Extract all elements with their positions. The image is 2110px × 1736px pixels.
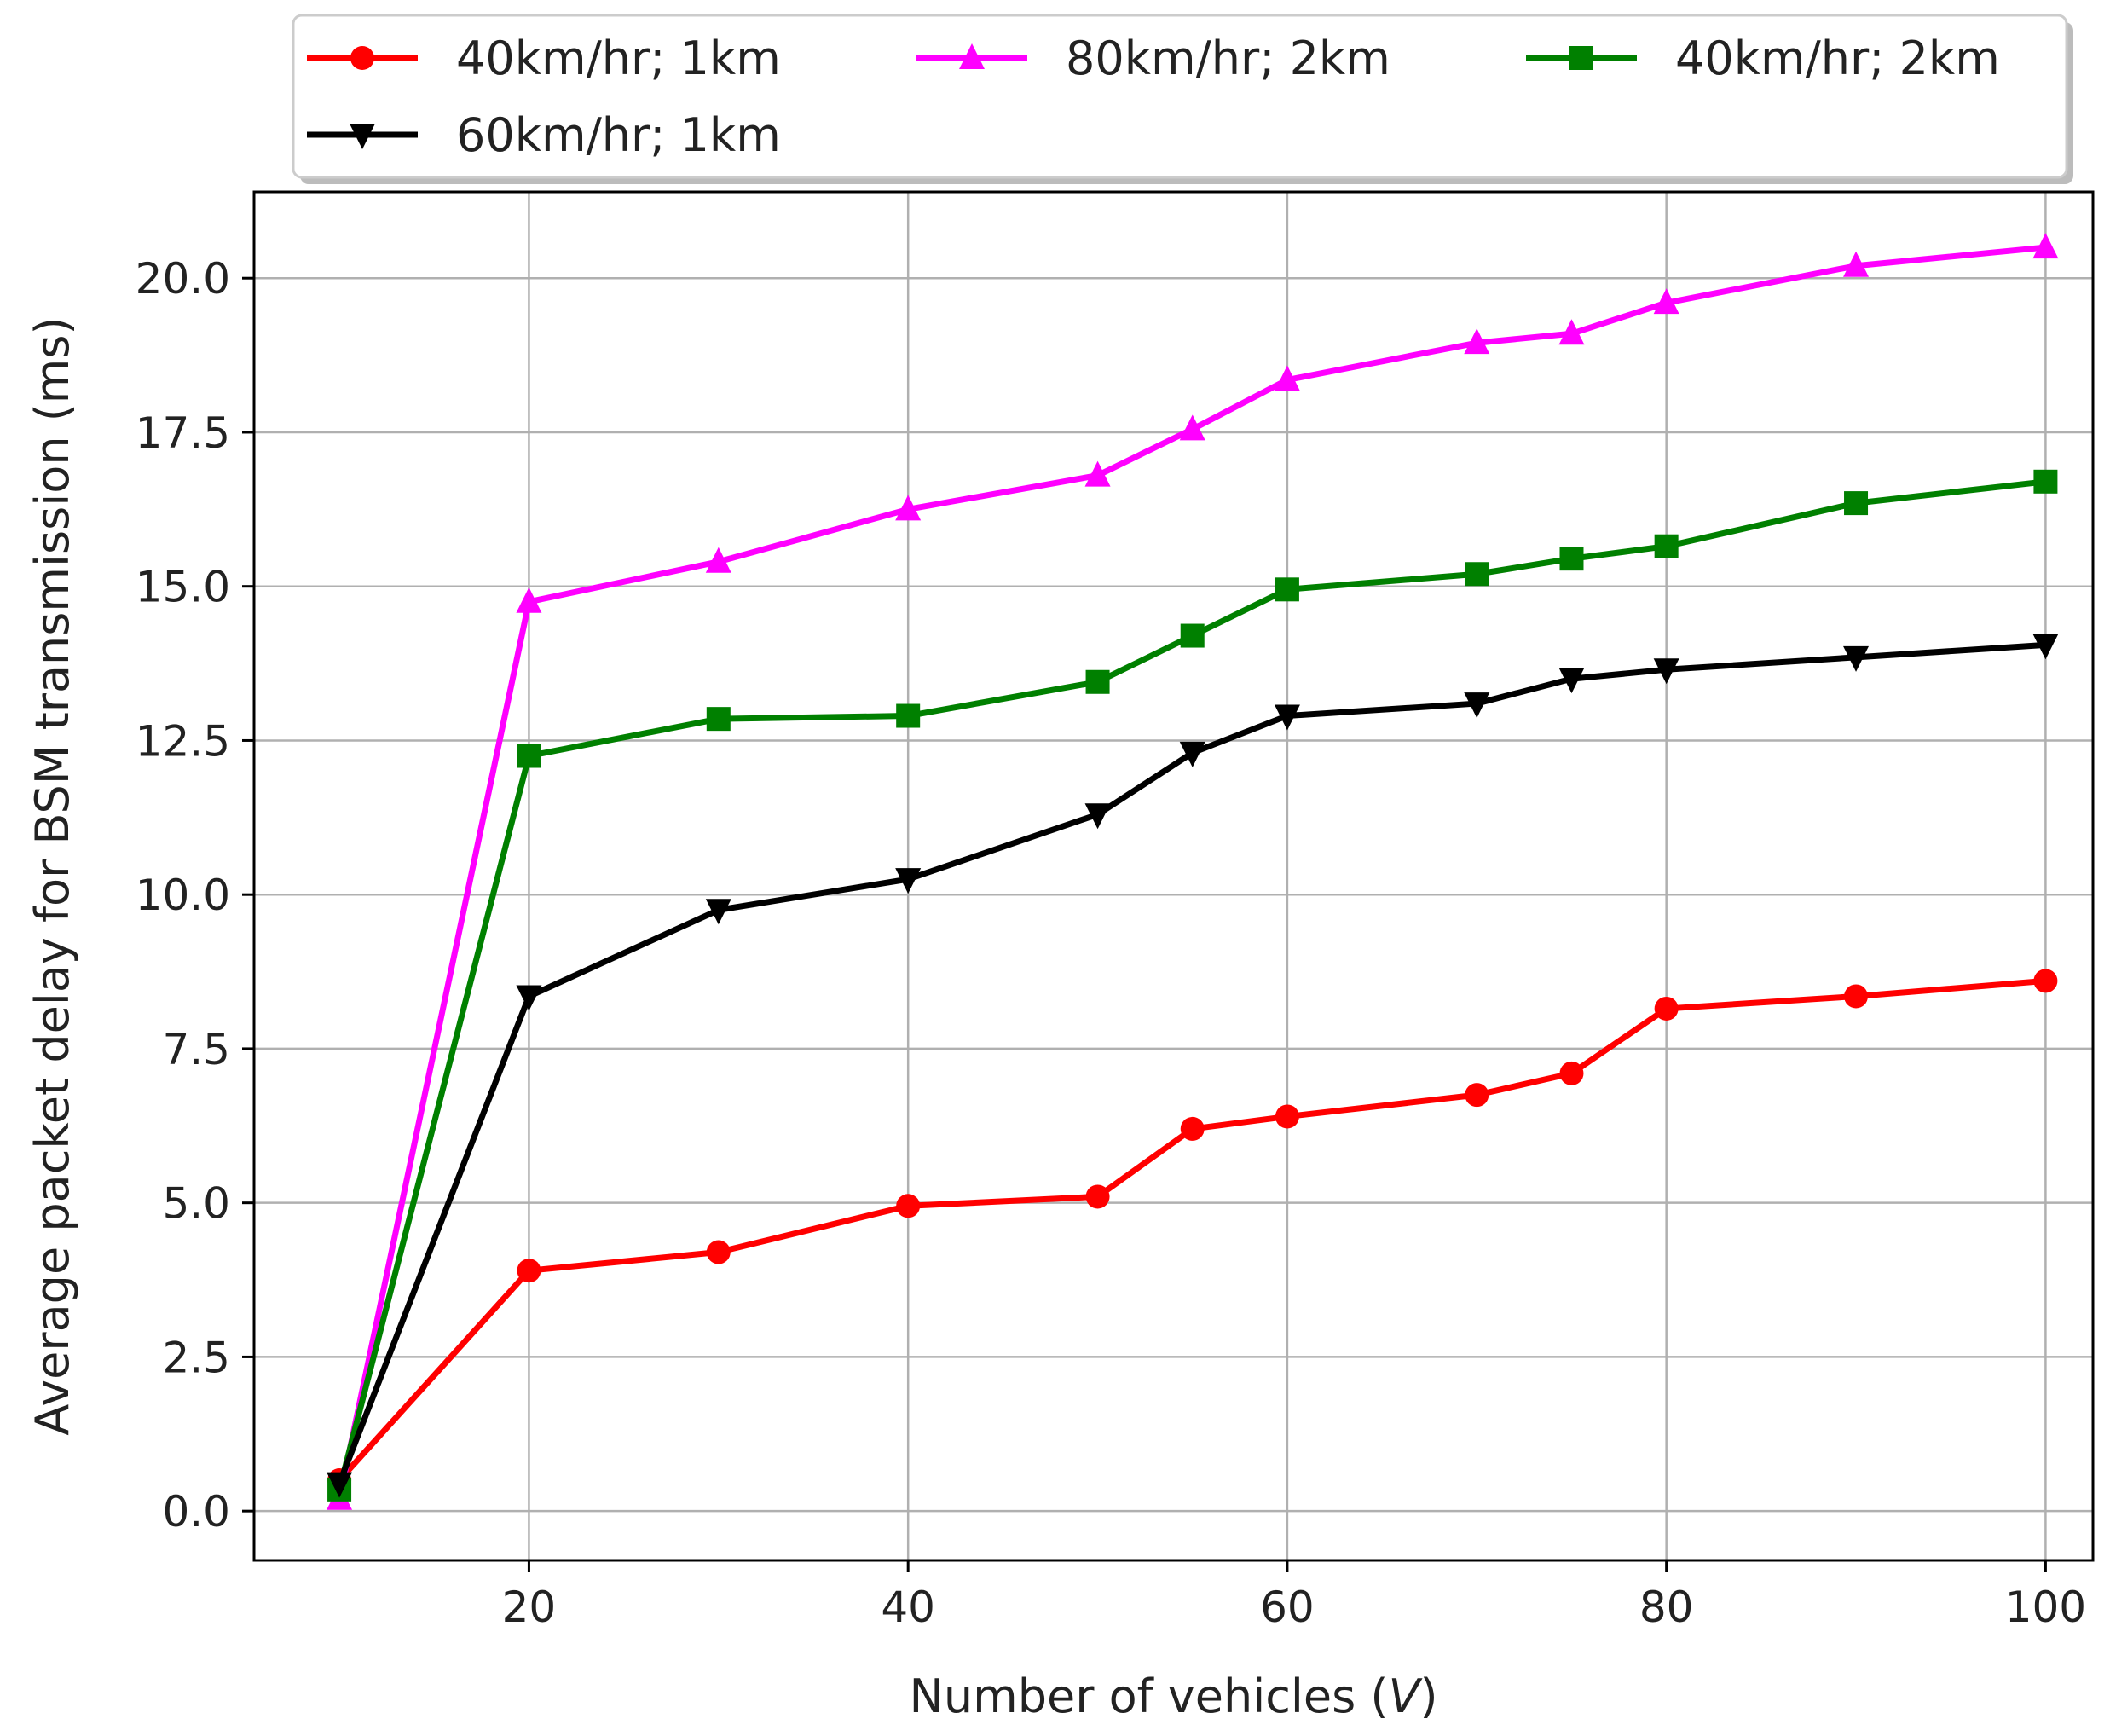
series-1 — [327, 233, 2059, 1510]
x-tick-label: 60 — [1260, 1583, 1315, 1632]
data-point — [1843, 251, 1870, 277]
data-point — [1464, 692, 1490, 719]
data-point — [896, 1194, 921, 1218]
data-point — [1558, 319, 1585, 345]
data-point — [1654, 996, 1679, 1021]
series-line — [336, 641, 2046, 1484]
plot-area — [252, 190, 2095, 1562]
x-tick-label: 40 — [881, 1583, 935, 1632]
data-point — [2032, 233, 2059, 259]
data-point — [1085, 1184, 1110, 1209]
series-lines — [327, 233, 2059, 1510]
y-tick-label: 2.5 — [162, 1333, 230, 1382]
data-point — [1844, 984, 1869, 1009]
y-tick-label: 10.0 — [136, 871, 230, 920]
data-point — [516, 587, 542, 613]
x-tick-label: 20 — [502, 1583, 557, 1632]
series-line — [337, 977, 2046, 1483]
data-point — [1465, 562, 1489, 587]
x-tick-label: 100 — [2005, 1583, 2086, 1632]
data-point — [1274, 704, 1300, 731]
data-point — [1844, 491, 1869, 516]
legend-entry: 40km/hr; 2km — [1526, 32, 2000, 85]
series-0 — [327, 969, 2058, 1493]
legend-label: 40km/hr; 2km — [1675, 32, 2000, 85]
axis-ticks: 20 40 60 80 100 0.0 2.5 5.0 7.5 10.0 12.5 15.0 17.5 2… — [136, 254, 2086, 1632]
legend-marker — [350, 46, 374, 70]
series-2 — [327, 469, 2058, 1502]
y-tick-label: 17.5 — [136, 408, 230, 458]
legend-entry: 60km/hr; 1km — [307, 108, 781, 162]
data-point — [2033, 969, 2058, 993]
series-line — [336, 244, 2046, 1500]
data-point — [2033, 469, 2058, 494]
y-axis-label: Average packet delay for BSM transmissio… — [26, 316, 79, 1435]
data-point — [1179, 414, 1205, 441]
data-point — [1084, 460, 1111, 487]
series-line — [336, 478, 2046, 1490]
x-axis-label: Number of vehicles (V) — [909, 1669, 1437, 1723]
data-point — [327, 1472, 353, 1498]
legend: 40km/hr; 1km 80km/hr; 2km 40km/hr; 2km 60km… — [292, 14, 2073, 184]
legend-marker — [350, 124, 375, 149]
legend-marker — [959, 43, 985, 69]
legend-marker — [1569, 46, 1593, 70]
data-point — [896, 703, 921, 728]
data-point — [517, 744, 541, 768]
data-point — [517, 1259, 541, 1283]
y-tick-label: 0.0 — [162, 1487, 230, 1536]
data-point — [1558, 668, 1585, 694]
y-tick-label: 7.5 — [162, 1025, 230, 1074]
data-point — [1559, 547, 1584, 571]
data-point — [1085, 669, 1110, 694]
legend-entry: 80km/hr; 2km — [916, 32, 1390, 85]
y-tick-label: 5.0 — [162, 1179, 230, 1229]
data-point — [1843, 645, 1870, 672]
legend-label: 40km/hr; 1km — [456, 32, 781, 85]
data-point — [706, 707, 731, 732]
y-tick-label: 12.5 — [136, 716, 230, 766]
data-point — [1180, 1116, 1205, 1141]
legend-entry: 40km/hr; 1km — [307, 32, 781, 85]
legend-label: 80km/hr; 2km — [1066, 32, 1390, 85]
data-point — [1464, 328, 1490, 355]
data-point — [2032, 634, 2059, 660]
series-3 — [327, 634, 2059, 1498]
data-point — [705, 547, 731, 573]
data-point — [895, 495, 922, 521]
data-point — [1465, 1083, 1489, 1108]
y-tick-label: 15.0 — [136, 563, 230, 612]
data-point — [1275, 577, 1299, 602]
data-point — [1559, 1061, 1584, 1085]
data-point — [1274, 365, 1300, 391]
data-point — [706, 1240, 731, 1264]
grid — [254, 192, 2093, 1560]
data-point — [1084, 803, 1111, 830]
data-point — [1180, 623, 1205, 648]
y-tick-label: 20.0 — [136, 254, 230, 304]
legend-label: 60km/hr; 1km — [456, 108, 781, 162]
data-point — [895, 868, 922, 894]
data-point — [1654, 534, 1679, 558]
data-point — [705, 899, 731, 925]
data-point — [516, 985, 542, 1011]
x-tick-label: 80 — [1639, 1583, 1694, 1632]
data-point — [1275, 1104, 1299, 1129]
data-point — [1179, 741, 1205, 767]
data-point — [1653, 288, 1679, 315]
data-point — [1653, 658, 1679, 685]
